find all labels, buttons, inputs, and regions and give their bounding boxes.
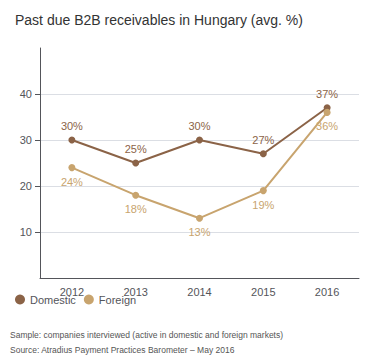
svg-text:30%: 30%: [61, 120, 83, 132]
svg-text:Sample: companies interviewed: Sample: companies interviewed (active in…: [10, 330, 283, 340]
svg-text:20: 20: [20, 180, 32, 192]
svg-text:30%: 30%: [188, 120, 210, 132]
svg-text:27%: 27%: [252, 134, 274, 146]
svg-text:25%: 25%: [125, 143, 147, 155]
svg-text:2014: 2014: [187, 286, 211, 298]
svg-text:10: 10: [20, 226, 32, 238]
svg-text:19%: 19%: [252, 199, 274, 211]
svg-text:2012: 2012: [59, 285, 85, 298]
svg-text:18%: 18%: [125, 203, 147, 215]
svg-text:Past due B2B receivables in Hu: Past due B2B receivables in Hungary (avg…: [15, 12, 303, 28]
svg-text:2013: 2013: [123, 285, 148, 298]
svg-text:30: 30: [20, 134, 32, 146]
svg-text:Foreign: Foreign: [99, 294, 136, 306]
svg-text:36%: 36%: [316, 120, 338, 132]
svg-text:Domestic: Domestic: [30, 294, 76, 306]
svg-text:24%: 24%: [61, 176, 83, 188]
svg-text:Source: Atradius Payment Pract: Source: Atradius Payment Practices Barom…: [10, 345, 235, 355]
svg-text:37%: 37%: [316, 88, 338, 100]
svg-text:2016: 2016: [315, 286, 339, 298]
svg-text:2015: 2015: [251, 286, 275, 298]
svg-text:40: 40: [20, 88, 32, 100]
svg-text:13%: 13%: [188, 226, 210, 238]
